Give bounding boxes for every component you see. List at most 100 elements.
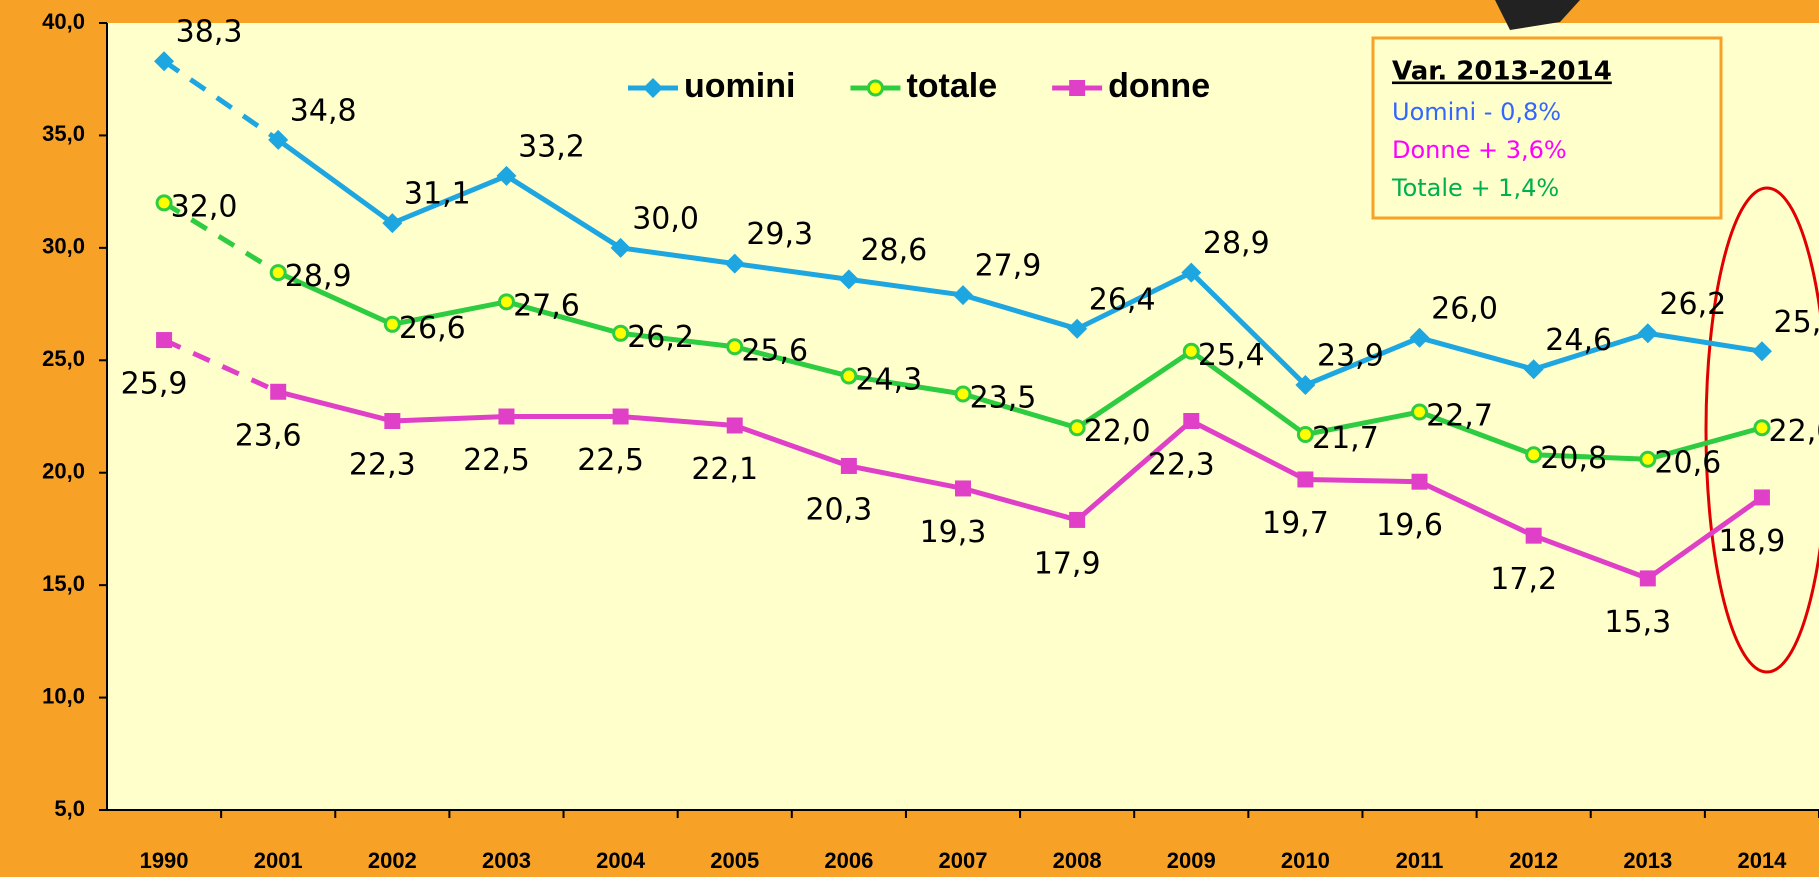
data-label: 23,6 — [235, 418, 302, 453]
point — [728, 340, 742, 354]
x-tick-label: 2005 — [710, 848, 759, 873]
point — [499, 295, 513, 309]
data-label: 22,7 — [1426, 399, 1493, 434]
legend: uomini totale donne — [628, 67, 1210, 105]
point — [157, 196, 171, 210]
data-label: 22,0 — [1769, 414, 1819, 449]
x-tick-label: 2002 — [368, 848, 417, 873]
data-label: 20,3 — [805, 492, 872, 527]
annotation-title: Var. 2013-2014 — [1392, 57, 1612, 87]
data-label: 30,0 — [632, 201, 699, 236]
point — [842, 369, 856, 383]
data-label: 32,0 — [171, 189, 238, 224]
data-label: 33,2 — [518, 129, 585, 164]
data-label: 19,6 — [1376, 508, 1443, 543]
legend-label: uomini — [684, 67, 795, 105]
y-tick-label: 15,0 — [42, 571, 85, 596]
x-tick-label: 2008 — [1053, 848, 1102, 873]
point — [271, 266, 285, 280]
x-tick-label: 2007 — [939, 848, 988, 873]
data-label: 26,6 — [399, 311, 466, 346]
point — [613, 409, 629, 425]
point — [614, 326, 628, 340]
point — [156, 332, 172, 348]
point — [1755, 421, 1769, 435]
point — [385, 317, 399, 331]
point — [956, 387, 970, 401]
y-tick-label: 20,0 — [42, 459, 85, 484]
data-label: 20,6 — [1654, 446, 1721, 481]
y-tick-label: 35,0 — [42, 121, 85, 146]
data-label: 19,7 — [1262, 506, 1329, 541]
x-tick-label: 2006 — [824, 848, 873, 873]
data-label: 26,0 — [1431, 291, 1498, 326]
data-label: 34,8 — [290, 93, 357, 128]
y-tick-label: 30,0 — [42, 234, 85, 259]
point — [270, 384, 286, 400]
data-label: 28,9 — [285, 259, 352, 294]
point — [1641, 452, 1655, 466]
point — [1184, 344, 1198, 358]
point — [868, 81, 882, 95]
data-label: 22,0 — [1084, 414, 1151, 449]
data-label: 24,6 — [1545, 323, 1612, 358]
point — [1069, 80, 1085, 96]
data-label: 22,5 — [463, 443, 530, 478]
x-tick-label: 2013 — [1623, 848, 1672, 873]
data-label: 27,6 — [513, 288, 580, 323]
x-tick-label: 2009 — [1167, 848, 1216, 873]
point — [727, 417, 743, 433]
point — [1069, 512, 1085, 528]
x-tick-label: 2012 — [1509, 848, 1558, 873]
point — [1297, 471, 1313, 487]
data-label: 29,3 — [746, 217, 813, 252]
data-label: 17,2 — [1490, 562, 1557, 597]
data-label: 26,2 — [627, 320, 694, 355]
chart: uominitotaledonne Var. 2013-2014 Uomini … — [0, 0, 1819, 877]
page: {"chart_data": { "type": "line", "catego… — [0, 0, 1819, 877]
x-tick-label: 1990 — [140, 848, 189, 873]
point — [955, 480, 971, 496]
data-label: 15,3 — [1604, 605, 1671, 640]
data-label: 25,4 — [1774, 305, 1819, 340]
data-label: 25,4 — [1198, 338, 1265, 373]
legend-label: totale — [906, 67, 997, 105]
data-label: 17,9 — [1034, 546, 1101, 581]
data-label: 18,9 — [1719, 524, 1786, 559]
point — [1754, 489, 1770, 505]
data-label: 28,9 — [1203, 226, 1270, 261]
data-label: 26,2 — [1659, 287, 1726, 322]
data-label: 26,4 — [1089, 282, 1156, 317]
data-label: 21,7 — [1312, 421, 1379, 456]
data-label: 19,3 — [920, 515, 987, 550]
data-label: 25,6 — [741, 333, 808, 368]
data-label: 20,8 — [1540, 441, 1607, 476]
data-label: 38,3 — [176, 15, 243, 50]
data-label: 28,6 — [860, 233, 927, 268]
y-tick-label: 5,0 — [54, 796, 85, 821]
point — [841, 458, 857, 474]
point — [1413, 405, 1427, 419]
x-tick-label: 2011 — [1396, 848, 1444, 873]
point — [1183, 413, 1199, 429]
point — [1526, 528, 1542, 544]
point — [1412, 474, 1428, 490]
x-tick-label: 2003 — [482, 848, 531, 873]
data-label: 22,5 — [577, 443, 644, 478]
y-tick-label: 10,0 — [42, 683, 85, 708]
x-tick-label: 2014 — [1737, 848, 1787, 873]
data-label: 22,3 — [1148, 447, 1215, 482]
annotation-line: Totale + 1,4% — [1391, 174, 1559, 202]
x-tick-label: 2010 — [1281, 848, 1330, 873]
data-label: 31,1 — [404, 177, 471, 212]
data-label: 24,3 — [855, 363, 922, 398]
data-label: 22,3 — [349, 447, 416, 482]
data-label: 23,9 — [1317, 339, 1384, 374]
point — [1298, 427, 1312, 441]
point — [384, 413, 400, 429]
x-tick-label: 2004 — [596, 848, 646, 873]
point — [1527, 448, 1541, 462]
annotation-line: Donne + 3,6% — [1392, 136, 1567, 164]
legend-label: donne — [1108, 67, 1210, 105]
data-label: 22,1 — [691, 452, 758, 487]
